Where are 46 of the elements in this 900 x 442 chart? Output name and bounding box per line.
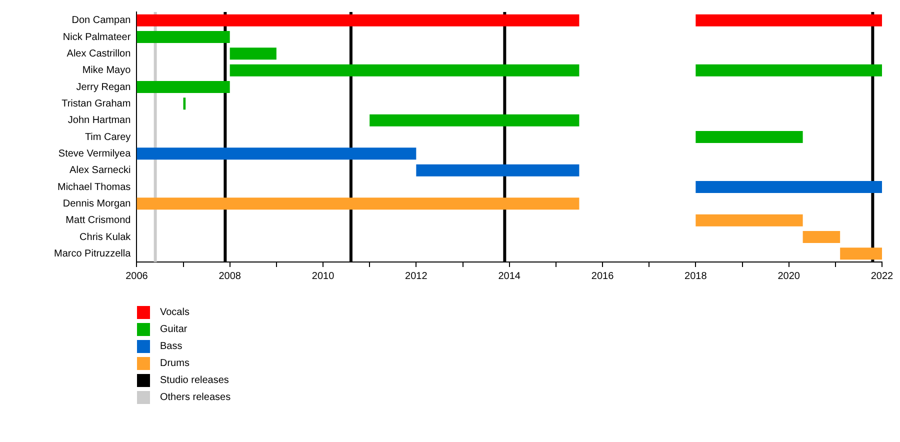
legend-label: Drums: [160, 358, 190, 369]
legend-label: Studio releases: [160, 375, 229, 386]
x-tick-label: 2010: [312, 270, 335, 282]
legend-label: Others releases: [160, 392, 231, 403]
y-tick-label: Marco Pitruzzella: [54, 248, 132, 260]
x-tick-label: 2014: [498, 270, 521, 282]
bar: [136, 31, 230, 43]
bar: [840, 248, 882, 260]
y-tick-label: Nick Palmateer: [62, 32, 132, 43]
y-tick-label: Matt Crismond: [66, 215, 131, 226]
y-tick-label: Alex Sarnecki: [70, 165, 131, 176]
legend-label: Bass: [160, 341, 182, 352]
bar: [696, 131, 803, 143]
y-tick-label: Chris Kulak: [80, 232, 132, 243]
x-tick-label: 2008: [218, 270, 242, 282]
bar: [696, 181, 882, 193]
legend-label: Guitar: [160, 324, 188, 335]
bar: [136, 81, 230, 93]
y-tick-label: Dennis Morgan: [62, 198, 131, 210]
y-tick-label: Tristan Graham: [62, 98, 131, 110]
bar: [802, 231, 840, 243]
y-tick-label: Steve Vermilyea: [58, 148, 132, 160]
y-tick-label: Don Campan: [72, 15, 131, 26]
y-tick-label: Mike Mayo: [82, 65, 132, 76]
x-tick-label: 2022: [870, 270, 894, 282]
x-tick-label: 2006: [126, 270, 148, 282]
bar: [696, 14, 882, 26]
bar: [230, 64, 580, 76]
bar: [136, 198, 580, 210]
bar: [136, 14, 580, 26]
legend-label: Vocals: [160, 307, 190, 318]
bar: [416, 164, 580, 176]
y-tick-label: John Hartman: [68, 115, 131, 126]
bar: [230, 48, 276, 60]
x-tick-label: 2018: [684, 270, 708, 282]
bar: [136, 148, 416, 160]
bar: [696, 64, 882, 76]
bar: [370, 114, 580, 126]
y-tick-label: Tim Carey: [84, 132, 131, 143]
bar: [696, 214, 803, 226]
x-tick-label: 2012: [405, 270, 428, 282]
x-tick-label: 2016: [591, 270, 614, 282]
y-tick-label: Jerry Regan: [76, 82, 131, 93]
y-tick-label: Michael Thomas: [58, 182, 131, 193]
y-tick-label: Alex Castrillon: [66, 48, 131, 60]
x-tick-label: 2020: [778, 270, 800, 282]
